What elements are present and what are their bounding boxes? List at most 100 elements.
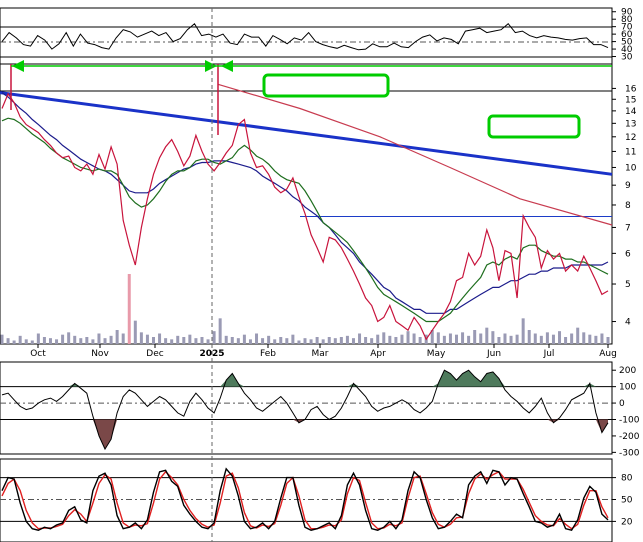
stoch-tick-label: 50	[621, 496, 633, 506]
stoch-tick-label: 20	[621, 517, 633, 527]
volume-bar	[285, 338, 289, 344]
rsi-tick-label: 70	[621, 23, 633, 33]
volume-bar	[261, 338, 265, 344]
stoch-d-line	[1, 470, 609, 530]
stoch-k-line	[1, 467, 609, 532]
stoch-tick-label: 80	[621, 474, 633, 484]
volume-bar	[473, 330, 477, 344]
volume-bar	[0, 334, 4, 344]
volume-bar	[418, 337, 422, 344]
x-tick-label: Aug	[599, 349, 617, 359]
volume-bar	[412, 333, 416, 344]
volume-bar	[273, 339, 277, 344]
rsi-tick-label: 60	[621, 30, 633, 40]
volume-bar	[194, 338, 198, 344]
x-tick-label: Jun	[486, 349, 501, 359]
volume-bar	[30, 340, 34, 344]
volume-bar	[103, 338, 107, 344]
price-tick-label: 4	[625, 318, 631, 328]
price-tick-label: 15	[625, 95, 636, 105]
cci-tick-label: 200	[619, 366, 636, 376]
volume-bar	[461, 332, 465, 344]
volume-bar	[291, 334, 295, 344]
price-tick-label: 16	[625, 84, 637, 94]
volume-bar	[279, 337, 283, 344]
rsi-tick-label: 90	[621, 8, 633, 18]
x-tick-label: Jul	[543, 349, 555, 359]
volume-bar	[97, 333, 101, 344]
target-bump-box	[262, 73, 390, 98]
volume-bar	[436, 332, 440, 344]
x-tick-label: Feb	[260, 349, 276, 359]
volume-bar	[455, 334, 458, 344]
volume-bar	[491, 331, 495, 344]
volume-bar	[48, 338, 52, 344]
volume-bar	[255, 333, 259, 344]
volume-bar	[303, 338, 307, 344]
target-arrow	[11, 60, 612, 72]
price-line	[1, 92, 609, 341]
volume-bar	[200, 337, 204, 344]
stoch-axis: 80 50 20	[0, 474, 633, 527]
volume-bar	[121, 333, 125, 344]
price-tick-label: 6	[625, 249, 631, 259]
price-tick-label: 12	[625, 133, 636, 143]
volume-bar	[297, 340, 301, 344]
volume-bar	[321, 339, 325, 344]
cci-panel-frame	[0, 361, 613, 455]
stoch-panel-frame	[0, 458, 613, 542]
cci-line	[1, 369, 609, 451]
volume-bar	[127, 274, 131, 344]
volume-bar	[115, 330, 119, 344]
volume-bar	[515, 334, 519, 344]
cci-tick-label: 100	[619, 383, 636, 393]
volume-bar	[139, 332, 143, 344]
volume-bar	[509, 335, 513, 344]
rsi-tick-label: 80	[621, 15, 633, 25]
volume-bar	[267, 335, 271, 344]
volume-bar	[73, 335, 77, 344]
volume-bar	[521, 318, 525, 344]
price-tick-label: 8	[625, 201, 631, 211]
volume-bar	[170, 339, 174, 344]
ma-200-line	[217, 83, 613, 226]
volume-bar	[406, 331, 410, 344]
volume-bar	[18, 335, 22, 344]
price-tick-label: 5	[625, 280, 631, 290]
volume-bar	[327, 337, 331, 344]
volume-bar	[600, 333, 604, 344]
volume-bar	[176, 335, 180, 344]
cci-tick-label: -200	[619, 432, 640, 442]
volume-bar	[370, 338, 374, 344]
volume-bar	[109, 335, 113, 344]
volume-bar	[564, 337, 568, 344]
price-tick-label: 10	[625, 163, 637, 173]
volume-bar	[545, 332, 549, 344]
volume-bar	[224, 335, 228, 344]
volume-bar	[497, 337, 501, 344]
volume-bar	[582, 332, 586, 344]
pmc-box	[487, 114, 581, 139]
x-tick-label: Dec	[146, 349, 163, 359]
volume-bar	[570, 333, 574, 344]
volume-bar	[400, 334, 404, 344]
ma-short-line	[1, 117, 609, 323]
volume-bar	[36, 333, 40, 344]
price-tick-label: 11	[625, 147, 636, 157]
volume-bar	[236, 338, 240, 344]
price-tick-label: 14	[625, 107, 637, 117]
volume-bar	[133, 320, 137, 344]
volume-bar	[588, 334, 592, 344]
volume-bar	[364, 337, 368, 344]
volume-bar	[345, 335, 349, 344]
cci-tick-label: -300	[619, 448, 640, 458]
cci-tick-label: 0	[619, 399, 625, 409]
price-tick-label: 13	[625, 119, 636, 129]
volume-bar	[315, 337, 319, 344]
volume-bar	[55, 339, 59, 344]
x-axis-labels: Oct Nov Dec 2025 Feb Mar Apr May Jun Jul Aug	[30, 344, 617, 359]
